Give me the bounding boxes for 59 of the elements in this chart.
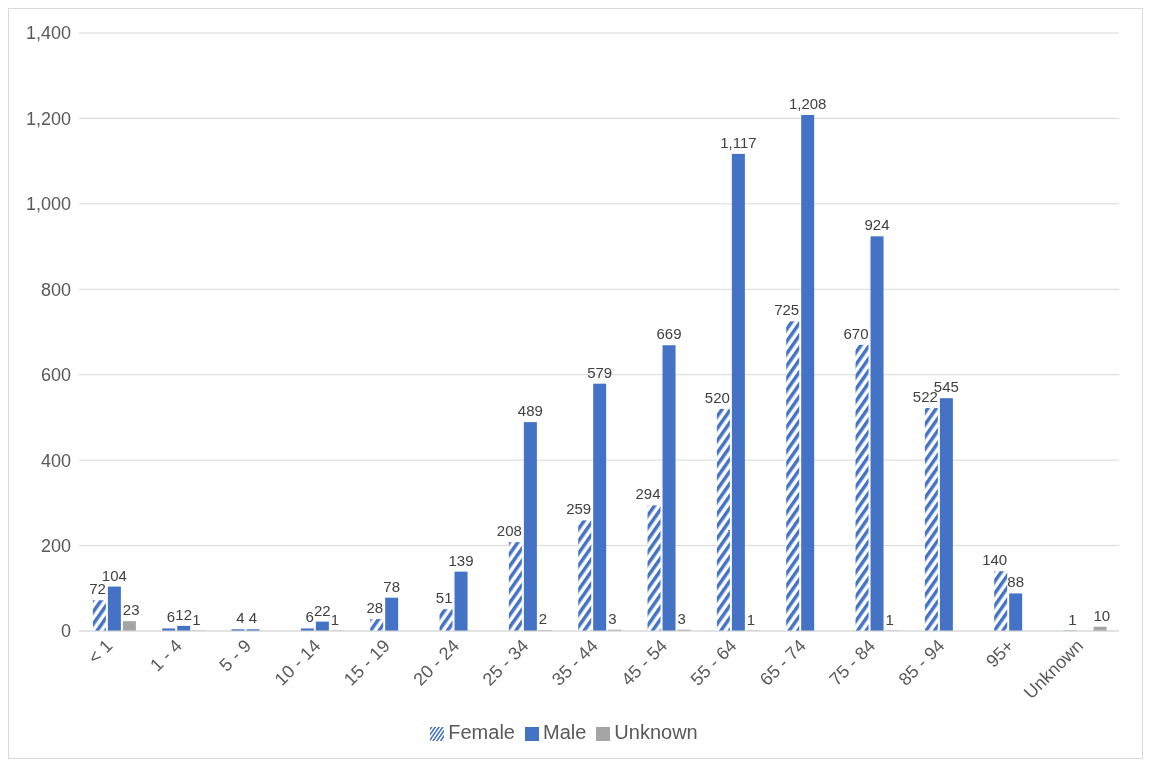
- y-tick-label: 1,000: [25, 194, 71, 215]
- data-label: 140: [982, 551, 1008, 569]
- x-tick-label: 55 - 64: [686, 635, 741, 690]
- x-tick-label: < 1: [84, 635, 117, 668]
- data-label: 924: [864, 216, 890, 234]
- x-tick-label: 35 - 44: [548, 635, 602, 690]
- data-label: 489: [517, 402, 543, 420]
- legend-label: Male: [542, 721, 587, 743]
- legend-label: Female: [448, 721, 515, 743]
- data-label: 6: [166, 608, 176, 626]
- y-tick-label: 1,200: [25, 108, 71, 129]
- data-label: 670: [843, 324, 869, 342]
- data-label: 1: [1068, 610, 1077, 628]
- data-label: 3: [608, 609, 617, 627]
- data-label: 259: [566, 500, 592, 518]
- data-label: 725: [774, 301, 800, 319]
- x-tick-label: 75 - 84: [825, 635, 880, 690]
- data-label: 10: [1093, 606, 1111, 624]
- data-label: 579: [587, 363, 613, 381]
- y-tick-label: 600: [40, 365, 71, 386]
- data-label: 4: [236, 609, 245, 627]
- x-tick-label: 5 - 9: [215, 635, 256, 676]
- data-label: 12: [175, 605, 193, 623]
- x-tick-label: 10 - 14: [270, 635, 325, 690]
- y-tick-label: 200: [40, 535, 71, 556]
- x-tick-label: 1 - 4: [146, 635, 186, 676]
- x-tick-label: 25 - 34: [478, 635, 533, 690]
- data-label: 88: [1007, 573, 1025, 591]
- data-label: 1,208: [788, 95, 827, 113]
- data-label: 51: [435, 589, 453, 607]
- data-label: 1,117: [720, 133, 757, 151]
- data-label: 78: [383, 577, 401, 595]
- legend-label: Unknown: [614, 721, 698, 743]
- data-label: 3: [677, 609, 686, 627]
- x-tick-label: 95+: [982, 635, 1018, 672]
- y-tick-label: 0: [60, 621, 71, 642]
- data-label: 1: [885, 610, 894, 628]
- data-label: 1: [746, 610, 756, 628]
- x-tick-label: 65 - 74: [756, 635, 810, 690]
- y-tick-label: 400: [40, 450, 71, 471]
- x-tick-label: 15 - 19: [340, 635, 394, 690]
- data-label: 139: [448, 551, 474, 569]
- y-tick-label: 800: [40, 279, 71, 300]
- data-label: 4: [248, 609, 258, 627]
- x-tick-label: 20 - 24: [409, 635, 464, 690]
- y-tick-label: 1,400: [25, 23, 71, 44]
- data-label: 6: [305, 608, 314, 626]
- data-label: 2: [538, 610, 548, 628]
- data-label: 520: [704, 388, 730, 406]
- data-label: 22: [314, 601, 331, 619]
- data-label: 1: [192, 610, 201, 628]
- data-label: 669: [656, 325, 682, 343]
- x-tick-label: 85 - 94: [894, 635, 949, 690]
- x-tick-label: 45 - 54: [617, 635, 672, 690]
- data-label: 208: [496, 522, 522, 540]
- data-label: 294: [635, 485, 661, 503]
- data-label: 28: [366, 599, 384, 617]
- data-label: 1: [330, 610, 340, 628]
- data-label: 23: [122, 601, 140, 619]
